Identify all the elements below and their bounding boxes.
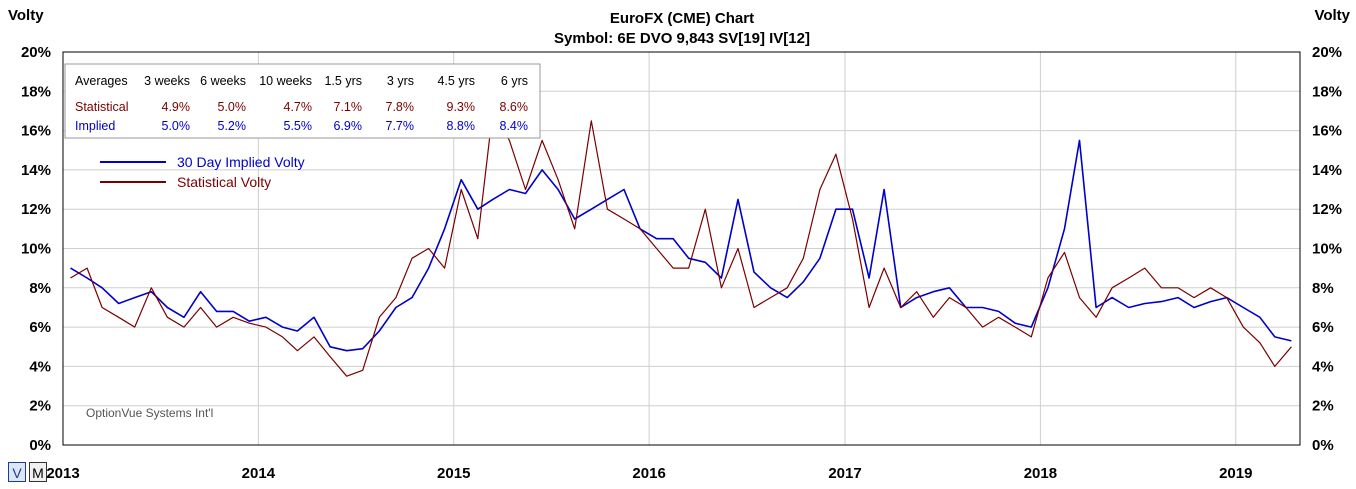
averages-value-cell: 5.0% xyxy=(218,100,247,114)
y-tick-label: 12% xyxy=(21,201,51,218)
y-tick-label: 10% xyxy=(1312,241,1342,258)
averages-value-cell: 4.7% xyxy=(284,100,313,114)
y-tick-label: 8% xyxy=(1312,280,1334,297)
y-tick-label: 6% xyxy=(1312,319,1334,336)
y-tick-label: 2% xyxy=(29,398,51,415)
y-tick-label: 14% xyxy=(1312,162,1342,179)
y-tick-label: 4% xyxy=(29,358,51,375)
volatility-view-button[interactable]: V xyxy=(8,462,26,482)
averages-value-cell: 5.5% xyxy=(284,119,313,133)
averages-header-cell: Averages xyxy=(75,74,128,88)
x-tick-label: 2016 xyxy=(632,465,665,482)
x-tick-label: 2015 xyxy=(437,465,470,482)
y-tick-label: 16% xyxy=(21,123,51,140)
implied-volty-line xyxy=(70,139,1292,352)
x-tick-label: 2017 xyxy=(828,465,861,482)
averages-row-label: Statistical xyxy=(75,100,129,114)
averages-value-cell: 4.9% xyxy=(162,100,191,114)
averages-row-label: Implied xyxy=(75,119,115,133)
y-tick-labels-left: 0% 2% 4% 6% 8% 10% 12% 14% 16% 18% 20% xyxy=(21,44,51,454)
chart-title: EuroFX (CME) Chart xyxy=(610,10,754,27)
y-tick-label: 6% xyxy=(29,319,51,336)
averages-table-box xyxy=(64,63,541,139)
averages-header-cell: 6 yrs xyxy=(501,74,528,88)
averages-header-cell: 6 weeks xyxy=(200,74,246,88)
y-tick-label: 10% xyxy=(21,241,51,258)
y-tick-label: 12% xyxy=(1312,201,1342,218)
legend-entry: Statistical Volty xyxy=(177,174,271,190)
averages-value-cell: 6.9% xyxy=(334,119,363,133)
averages-value-cell: 8.6% xyxy=(500,100,529,114)
series-layer xyxy=(70,110,1292,377)
y-tick-label: 14% xyxy=(21,162,51,179)
statistical-volty-line xyxy=(70,110,1292,377)
averages-header-cell: 3 weeks xyxy=(144,74,190,88)
watermark: OptionVue Systems Int'l xyxy=(86,406,213,420)
x-tick-label: 2013 xyxy=(46,465,79,482)
x-tick-labels: 2013 2014 2015 2016 2017 2018 2019 xyxy=(46,465,1252,482)
market-view-button[interactable]: M xyxy=(29,462,47,482)
y-tick-label: 18% xyxy=(1312,83,1342,100)
averages-header-cell: 1.5 yrs xyxy=(324,74,362,88)
y-tick-label: 16% xyxy=(1312,123,1342,140)
y-tick-label: 4% xyxy=(1312,358,1334,375)
averages-value-cell: 8.4% xyxy=(500,119,529,133)
y-tick-label: 20% xyxy=(1312,44,1342,61)
x-tick-label: 2014 xyxy=(242,465,276,482)
averages-header-cell: 4.5 yrs xyxy=(437,74,475,88)
y-tick-label: 8% xyxy=(29,280,51,297)
y-tick-labels-right: 0% 2% 4% 6% 8% 10% 12% 14% 16% 18% 20% xyxy=(1312,44,1342,454)
averages-header-cell: 3 yrs xyxy=(387,74,414,88)
plot-frame xyxy=(62,51,1301,446)
x-tick-label: 2019 xyxy=(1219,465,1252,482)
y-tick-label: 0% xyxy=(1312,437,1334,454)
y-tick-label: 18% xyxy=(21,83,51,100)
averages-value-cell: 5.0% xyxy=(162,119,191,133)
averages-table: Averages 3 weeks 6 weeks 10 weeks 1.5 yrs 3 y… xyxy=(64,63,541,139)
averages-value-cell: 8.8% xyxy=(447,119,476,133)
y-tick-label: 0% xyxy=(29,437,51,454)
averages-header-cell: 10 weeks xyxy=(259,74,312,88)
y-axis-label-left: Volty xyxy=(8,7,44,24)
y-axis-label-right: Volty xyxy=(1314,7,1350,24)
y-tick-label: 20% xyxy=(21,44,51,61)
averages-value-cell: 7.7% xyxy=(386,119,415,133)
x-tick-label: 2018 xyxy=(1024,465,1057,482)
averages-value-cell: 5.2% xyxy=(218,119,247,133)
chart-subtitle: Symbol: 6E DVO 9,843 SV[19] IV[12] xyxy=(554,30,810,47)
y-tick-label: 2% xyxy=(1312,398,1334,415)
legend: 30 Day Implied Volty Statistical Volty xyxy=(100,154,305,190)
legend-entry: 30 Day Implied Volty xyxy=(177,154,305,170)
averages-value-cell: 7.8% xyxy=(386,100,415,114)
averages-value-cell: 7.1% xyxy=(334,100,363,114)
averages-value-cell: 9.3% xyxy=(447,100,476,114)
